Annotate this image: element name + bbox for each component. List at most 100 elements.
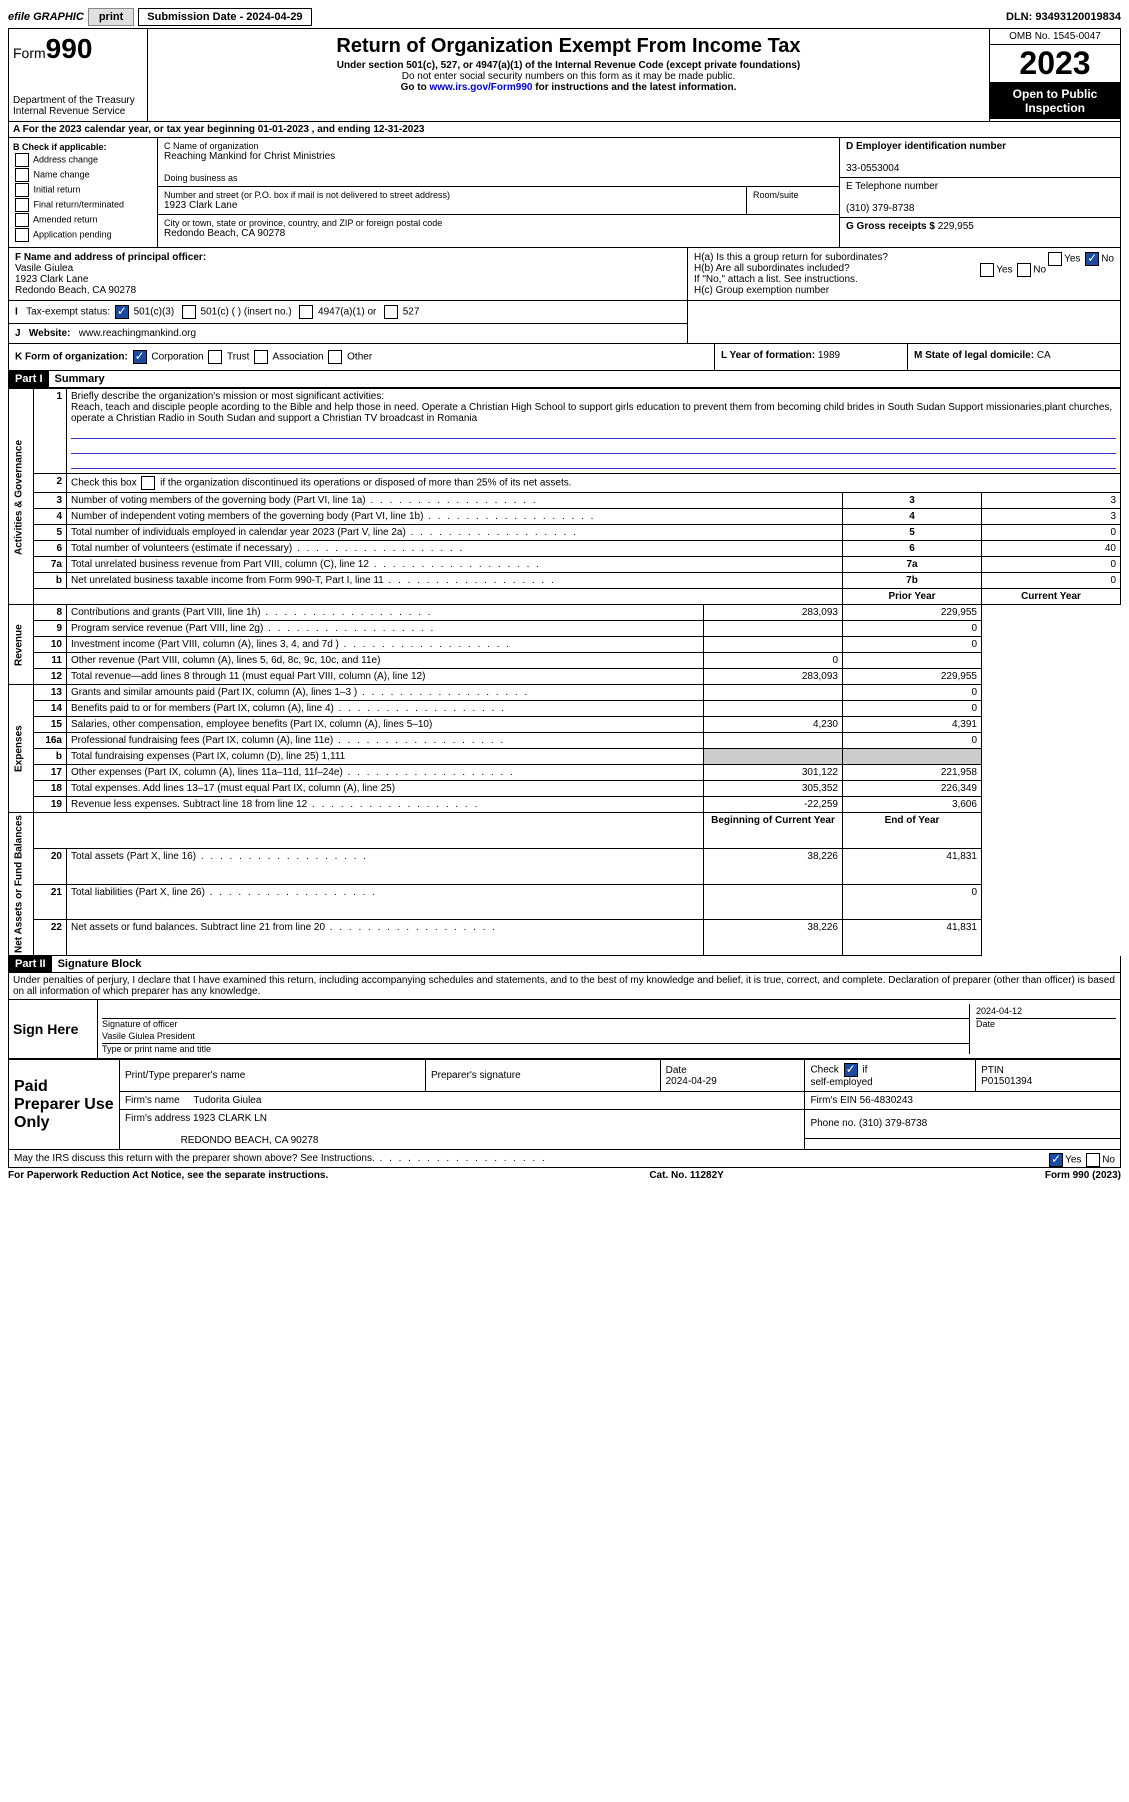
ein-value: 33-0553004 (846, 163, 899, 174)
prior-year-header: Prior Year (843, 589, 982, 605)
omb-number: OMB No. 1545-0047 (990, 29, 1120, 45)
sig-date-label: Date (976, 1019, 1116, 1029)
self-employed: Check ifself-employed (805, 1060, 976, 1092)
prep-date: Date2024-04-29 (660, 1060, 805, 1092)
chk-4947[interactable] (299, 305, 313, 319)
line7a: Total unrelated business revenue from Pa… (67, 557, 843, 573)
efile-label: efile GRAPHIC (8, 11, 84, 23)
org-name: Reaching Mankind for Christ Ministries (164, 151, 833, 162)
chk-trust[interactable] (208, 350, 222, 364)
form-header: Form990 Department of the Treasury Inter… (8, 28, 1121, 122)
ein-label: D Employer identification number (846, 141, 1006, 152)
line14: Benefits paid to or for members (Part IX… (67, 701, 704, 717)
line18: Total expenses. Add lines 13–17 (must eq… (67, 781, 704, 797)
website-value: www.reachingmankind.org (79, 328, 196, 339)
section-b-label: B Check if applicable: (13, 142, 107, 152)
current-year-header: Current Year (982, 589, 1121, 605)
line20: Total assets (Part X, line 16) (67, 848, 704, 884)
exp-label: Expenses (9, 685, 34, 813)
chk-address-change[interactable]: Address change (13, 153, 153, 167)
receipts-value: 229,955 (938, 221, 974, 232)
officer-addr1: 1923 Clark Lane (15, 274, 88, 285)
form-org-label: K Form of organization: (15, 352, 128, 363)
prep-name-label: Print/Type preparer's name (120, 1060, 426, 1092)
rev-label: Revenue (9, 605, 34, 685)
line7b: Net unrelated business taxable income fr… (67, 573, 843, 589)
line5: Total number of individuals employed in … (67, 525, 843, 541)
prep-phone: Phone no. (310) 379-8738 (805, 1110, 1121, 1139)
part2-header: Part II Signature Block (8, 956, 1121, 973)
begin-year-header: Beginning of Current Year (704, 813, 843, 849)
top-bar: efile GRAPHIC print Submission Date - 20… (8, 8, 1121, 26)
officer-addr2: Redondo Beach, CA 90278 (15, 285, 136, 296)
ssn-warning: Do not enter social security numbers on … (152, 71, 985, 82)
section-k-l-m: K Form of organization: Corporation Trus… (8, 344, 1121, 371)
page-footer: For Paperwork Reduction Act Notice, see … (8, 1168, 1121, 1183)
city-label: City or town, state or province, country… (164, 218, 833, 228)
line12: Total revenue—add lines 8 through 11 (mu… (67, 669, 704, 685)
section-f-h: F Name and address of principal officer:… (8, 248, 1121, 301)
ha-row: H(a) Is this a group return for subordin… (694, 252, 1114, 263)
submission-date: Submission Date - 2024-04-29 (138, 8, 311, 26)
section-i-j: I Tax-exempt status: 501(c)(3) 501(c) ( … (8, 301, 1121, 344)
ptin: PTINP01501394 (976, 1060, 1121, 1092)
chk-amended[interactable]: Amended return (13, 213, 153, 227)
addr-label: Number and street (or P.O. box if mail i… (164, 190, 740, 200)
line19: Revenue less expenses. Subtract line 18 … (67, 797, 704, 813)
goto-line: Go to www.irs.gov/Form990 for instructio… (152, 82, 985, 93)
chk-527[interactable] (384, 305, 398, 319)
gov-label: Activities & Governance (9, 389, 34, 605)
form-title: Return of Organization Exempt From Incom… (152, 35, 985, 58)
form-ref: Form 990 (2023) (1045, 1170, 1121, 1181)
chk-501c3[interactable] (115, 305, 129, 319)
print-button[interactable]: print (88, 8, 134, 26)
year-formation-label: L Year of formation: (721, 350, 815, 361)
firm-address: Firm's address 1923 CLARK LN REDONDO BEA… (120, 1110, 805, 1150)
line11: Other revenue (Part VIII, column (A), li… (67, 653, 704, 669)
chk-501c[interactable] (182, 305, 196, 319)
tax-status-label: Tax-exempt status: (26, 307, 110, 318)
firm-name: Firm's name Tudorita Giulea (120, 1092, 805, 1110)
line22: Net assets or fund balances. Subtract li… (67, 920, 704, 956)
phone-label: E Telephone number (846, 181, 938, 192)
firm-ein: Firm's EIN 56-4830243 (805, 1092, 1121, 1110)
end-year-header: End of Year (843, 813, 982, 849)
officer-signed-name: Vasile Giulea President (102, 1029, 969, 1044)
sig-officer-label: Signature of officer (102, 1019, 969, 1029)
summary-table: Activities & Governance 1 Briefly descri… (8, 388, 1121, 956)
chk-association[interactable] (254, 350, 268, 364)
chk-application-pending[interactable]: Application pending (13, 228, 153, 242)
line10: Investment income (Part VIII, column (A)… (67, 637, 704, 653)
line8: Contributions and grants (Part VIII, lin… (67, 605, 704, 621)
section-f-label: F Name and address of principal officer: (15, 252, 206, 263)
net-label: Net Assets or Fund Balances (9, 813, 34, 956)
dln: DLN: 93493120019834 (1006, 11, 1121, 23)
line15: Salaries, other compensation, employee b… (67, 717, 704, 733)
line21: Total liabilities (Part X, line 26) (67, 884, 704, 920)
sig-date: 2024-04-12 (976, 1004, 1116, 1019)
prep-sig-label: Preparer's signature (425, 1060, 660, 1092)
line2: Check this box if the organization disco… (67, 474, 1121, 493)
public-inspection: Open to Public Inspection (990, 83, 1120, 119)
paperwork-notice: For Paperwork Reduction Act Notice, see … (8, 1170, 328, 1181)
preparer-table: Paid Preparer Use Only Print/Type prepar… (8, 1059, 1121, 1150)
dept-treasury: Department of the Treasury (13, 95, 143, 106)
line3: Number of voting members of the governin… (67, 493, 843, 509)
line1-label: Briefly describe the organization's miss… (71, 391, 384, 402)
part1-header: Part I Summary (8, 371, 1121, 388)
chk-other[interactable] (328, 350, 342, 364)
declaration: Under penalties of perjury, I declare th… (8, 973, 1121, 999)
website-label: Website: (29, 328, 71, 339)
line4: Number of independent voting members of … (67, 509, 843, 525)
city-state-zip: Redondo Beach, CA 90278 (164, 228, 833, 239)
section-b-to-g: B Check if applicable: Address change Na… (8, 138, 1121, 248)
form-subtitle: Under section 501(c), 527, or 4947(a)(1)… (152, 60, 985, 71)
hc-row: H(c) Group exemption number (694, 285, 1114, 296)
irs-link[interactable]: www.irs.gov/Form990 (429, 82, 532, 93)
chk-initial-return[interactable]: Initial return (13, 183, 153, 197)
chk-name-change[interactable]: Name change (13, 168, 153, 182)
cat-number: Cat. No. 11282Y (649, 1170, 723, 1181)
chk-corporation[interactable] (133, 350, 147, 364)
chk-final-return[interactable]: Final return/terminated (13, 198, 153, 212)
receipts-label: G Gross receipts $ (846, 221, 935, 232)
